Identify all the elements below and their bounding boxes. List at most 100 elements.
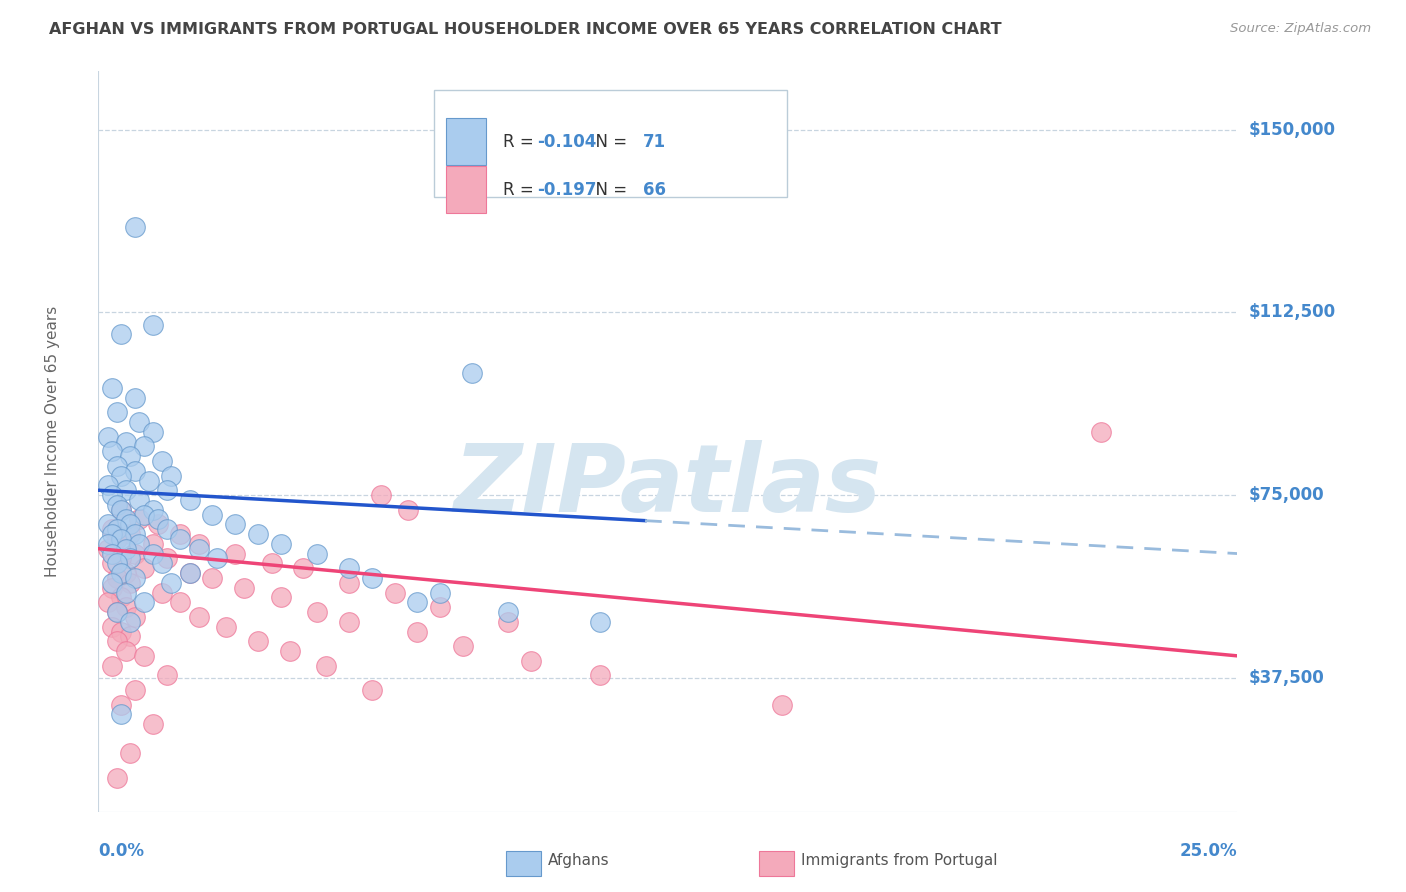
Point xyxy=(101,575,124,590)
Point xyxy=(114,566,136,580)
Point xyxy=(451,639,474,653)
Point xyxy=(96,430,118,444)
Point xyxy=(105,522,128,536)
Point xyxy=(150,557,173,571)
Point xyxy=(169,595,191,609)
Point xyxy=(429,585,451,599)
FancyBboxPatch shape xyxy=(446,119,485,165)
Point xyxy=(384,585,406,599)
Point xyxy=(110,698,132,712)
Point xyxy=(520,654,543,668)
Point xyxy=(105,605,128,619)
Point xyxy=(120,517,142,532)
Point xyxy=(124,220,146,235)
Point xyxy=(101,619,124,633)
Point xyxy=(120,629,142,643)
Point xyxy=(105,498,128,512)
Point xyxy=(105,571,128,585)
Point xyxy=(187,610,209,624)
Point xyxy=(307,547,329,561)
FancyBboxPatch shape xyxy=(434,90,787,197)
Point xyxy=(132,561,155,575)
Point xyxy=(101,527,124,541)
Point xyxy=(120,551,142,566)
Point xyxy=(160,468,183,483)
Point xyxy=(110,566,132,580)
Point xyxy=(246,527,269,541)
Point xyxy=(105,458,128,473)
Point xyxy=(114,585,136,599)
Text: -0.197: -0.197 xyxy=(537,181,596,199)
Point xyxy=(132,648,155,663)
Point xyxy=(179,493,201,508)
Point xyxy=(101,557,124,571)
Point xyxy=(150,454,173,468)
Text: R =: R = xyxy=(503,133,538,151)
Point xyxy=(396,502,419,516)
Point xyxy=(307,605,329,619)
Point xyxy=(187,537,209,551)
Point xyxy=(128,415,150,429)
Point xyxy=(156,483,179,498)
Point xyxy=(270,591,292,605)
FancyBboxPatch shape xyxy=(446,167,485,213)
Point xyxy=(101,547,124,561)
Point xyxy=(128,512,150,526)
Point xyxy=(205,551,228,566)
Point xyxy=(101,488,124,502)
Text: R =: R = xyxy=(503,181,538,199)
Point xyxy=(124,682,146,697)
Text: Householder Income Over 65 years: Householder Income Over 65 years xyxy=(45,306,60,577)
Point xyxy=(142,717,165,731)
Point xyxy=(96,517,118,532)
Point xyxy=(142,537,165,551)
Point xyxy=(498,615,520,629)
Text: Afghans: Afghans xyxy=(548,854,610,868)
Point xyxy=(260,557,283,571)
Point xyxy=(292,561,315,575)
Point xyxy=(160,575,183,590)
Text: $37,500: $37,500 xyxy=(1249,669,1324,687)
Point xyxy=(201,508,224,522)
Point xyxy=(128,493,150,508)
Point xyxy=(110,624,132,639)
Point xyxy=(169,527,191,541)
Point xyxy=(156,522,179,536)
Point xyxy=(96,541,118,556)
Point xyxy=(215,619,238,633)
Point xyxy=(101,581,124,595)
Point xyxy=(110,468,132,483)
Point xyxy=(101,658,124,673)
Point xyxy=(120,575,142,590)
Point xyxy=(110,591,132,605)
Point xyxy=(179,566,201,580)
Point xyxy=(124,391,146,405)
Point xyxy=(132,508,155,522)
Point xyxy=(110,502,132,516)
Point xyxy=(105,532,128,546)
Point xyxy=(179,566,201,580)
Point xyxy=(461,367,484,381)
Point xyxy=(124,610,146,624)
Point xyxy=(138,474,160,488)
Point xyxy=(142,318,165,332)
Point xyxy=(132,439,155,453)
Point xyxy=(120,746,142,760)
Point xyxy=(142,547,165,561)
Point xyxy=(146,517,169,532)
Point xyxy=(315,658,337,673)
Point xyxy=(370,488,392,502)
Point xyxy=(114,600,136,615)
Point xyxy=(201,571,224,585)
Point xyxy=(156,551,179,566)
Point xyxy=(588,615,610,629)
Point xyxy=(120,449,142,463)
Point xyxy=(128,537,150,551)
Point xyxy=(105,771,128,785)
Point xyxy=(270,537,292,551)
Text: 66: 66 xyxy=(643,181,666,199)
Point xyxy=(124,464,146,478)
Point xyxy=(224,547,246,561)
Point xyxy=(114,483,136,498)
Point xyxy=(360,571,382,585)
